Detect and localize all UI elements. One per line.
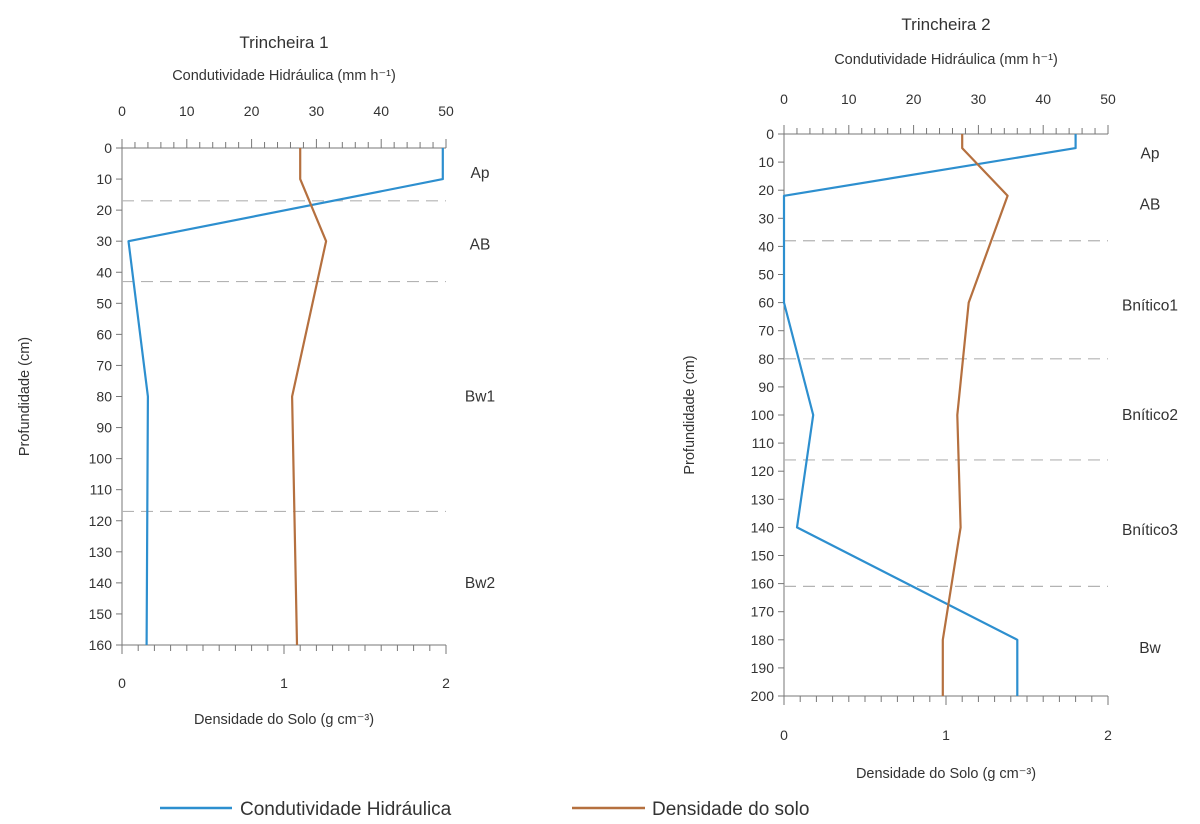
- y-axis-tick-label: 30: [96, 233, 112, 249]
- y-axis-tick-label: 0: [766, 126, 774, 142]
- legend-density-label: Densidade do solo: [652, 799, 809, 820]
- y-axis-tick-label: 140: [89, 575, 113, 591]
- series-line-conductivity: [127, 148, 444, 646]
- series-line-density: [941, 134, 1009, 696]
- top-axis-tick-label: 20: [906, 91, 922, 107]
- horizon-label: Bnítico2: [1122, 407, 1178, 424]
- legend: Condutividade Hidráulica Densidade do so…: [160, 799, 809, 820]
- top-axis-tick-label: 10: [841, 91, 857, 107]
- y-axis-tick-label: 90: [96, 420, 112, 436]
- top-axis-tick-label: 40: [373, 103, 389, 119]
- horizon-label: Bnítico3: [1122, 522, 1178, 539]
- y-axis-tick-label: 120: [751, 463, 775, 479]
- chart-panel-trincheira-1: Trincheira 1 Condutividade Hidráulica (mm…: [17, 33, 495, 728]
- bottom-axis-tick-label: 2: [442, 675, 450, 691]
- y-axis-label: Profundidade (cm): [17, 337, 33, 456]
- horizon-label: Bw2: [465, 575, 495, 592]
- y-axis-tick-label: 10: [758, 154, 774, 170]
- y-axis-tick-label: 50: [758, 267, 774, 283]
- y-axis-tick-label: 160: [89, 637, 113, 653]
- top-axis-label: Condutividade Hidráulica (mm h⁻¹): [834, 52, 1058, 68]
- y-axis-tick-label: 150: [751, 548, 775, 564]
- y-axis-tick-label: 170: [751, 604, 775, 620]
- chart-panel-trincheira-2: Trincheira 2 Condutividade Hidráulica (mm…: [682, 15, 1178, 782]
- y-axis-tick-label: 100: [751, 407, 775, 423]
- y-axis-tick-label: 50: [96, 295, 112, 311]
- y-axis-tick-label: 0: [104, 140, 112, 156]
- y-axis-tick-label: 110: [90, 482, 113, 498]
- legend-conductivity-label: Condutividade Hidráulica: [240, 799, 452, 820]
- top-axis-tick-label: 40: [1035, 91, 1051, 107]
- horizon-label: Ap: [471, 165, 490, 182]
- horizon-label: Bw1: [465, 389, 495, 406]
- y-axis-tick-label: 80: [758, 351, 774, 367]
- top-axis-tick-label: 30: [309, 103, 325, 119]
- bottom-axis-tick-label: 1: [942, 727, 950, 743]
- bottom-axis-label: Densidade do Solo (g cm⁻³): [856, 766, 1036, 782]
- y-axis-tick-label: 190: [751, 660, 775, 676]
- horizon-label: Bw: [1139, 640, 1161, 657]
- horizon-label: AB: [1140, 196, 1161, 213]
- y-axis-tick-label: 20: [758, 182, 774, 198]
- y-axis-tick-label: 60: [96, 326, 112, 342]
- bottom-axis-label: Densidade do Solo (g cm⁻³): [194, 712, 374, 728]
- y-axis-tick-label: 40: [96, 264, 112, 280]
- y-axis-tick-label: 120: [89, 513, 113, 529]
- horizon-label: Ap: [1141, 146, 1160, 163]
- top-axis-tick-label: 30: [971, 91, 987, 107]
- y-axis-tick-label: 20: [96, 202, 112, 218]
- y-axis-tick-label: 60: [758, 295, 774, 311]
- y-axis-tick-label: 70: [96, 357, 112, 373]
- bottom-axis-tick-label: 0: [118, 675, 126, 691]
- y-axis-tick-label: 90: [758, 379, 774, 395]
- top-axis-tick-label: 50: [1100, 91, 1116, 107]
- bottom-axis-tick-label: 2: [1104, 727, 1112, 743]
- y-axis-tick-label: 70: [758, 323, 774, 339]
- series-line-conductivity: [782, 134, 1077, 696]
- chart-title: Trincheira 2: [901, 15, 990, 34]
- top-axis-tick-label: 50: [438, 103, 454, 119]
- y-axis-tick-label: 10: [96, 171, 112, 187]
- y-axis-label: Profundidade (cm): [682, 355, 698, 474]
- horizon-label: Bnítico1: [1122, 297, 1178, 314]
- y-axis-tick-label: 130: [89, 544, 113, 560]
- y-axis-tick-label: 180: [751, 632, 775, 648]
- y-axis-tick-label: 80: [96, 389, 112, 405]
- y-axis-tick-label: 200: [751, 688, 775, 704]
- y-axis-tick-label: 160: [751, 576, 775, 592]
- top-axis-tick-label: 0: [780, 91, 788, 107]
- y-axis-tick-label: 150: [89, 606, 113, 622]
- y-axis-tick-label: 30: [758, 210, 774, 226]
- top-axis-tick-label: 10: [179, 103, 195, 119]
- chart-title: Trincheira 1: [239, 33, 328, 52]
- y-axis-tick-label: 130: [751, 491, 775, 507]
- y-axis-tick-label: 110: [752, 435, 775, 451]
- series-line-density: [291, 148, 328, 646]
- y-axis-tick-label: 100: [89, 451, 113, 467]
- y-axis-tick-label: 40: [758, 238, 774, 254]
- top-axis-label: Condutividade Hidráulica (mm h⁻¹): [172, 68, 396, 84]
- y-axis-tick-label: 140: [751, 519, 775, 535]
- horizon-label: AB: [470, 236, 491, 253]
- bottom-axis-tick-label: 0: [780, 727, 788, 743]
- top-axis-tick-label: 0: [118, 103, 126, 119]
- bottom-axis-tick-label: 1: [280, 675, 288, 691]
- top-axis-tick-label: 20: [244, 103, 260, 119]
